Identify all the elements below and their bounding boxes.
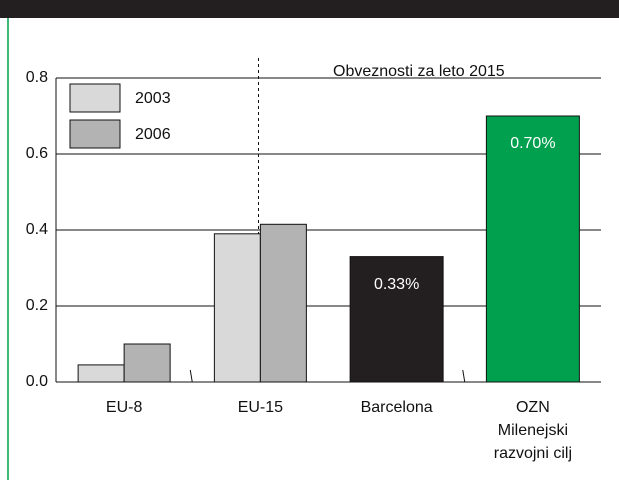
legend-swatch [69, 119, 121, 149]
legend-label: 2003 [135, 90, 171, 107]
axis-break [462, 369, 466, 383]
y-tick-label: 0.4 [26, 221, 48, 238]
axis-break [189, 369, 193, 383]
bar [259, 223, 307, 383]
bar [349, 256, 444, 383]
x-tick-label: EU-8 [106, 399, 143, 416]
bar [123, 343, 171, 383]
x-tick-label: Barcelona [361, 399, 433, 416]
y-tick-label: 0.8 [26, 69, 48, 86]
legend-label: 2006 [135, 126, 171, 143]
y-tick-label: 0.0 [26, 373, 48, 390]
bar [77, 364, 125, 383]
bar [485, 115, 580, 383]
x-tick-label: OZN Milenejski razvojni cilj [494, 399, 572, 462]
value-label: 0.70% [510, 135, 555, 152]
x-tick-label-line: OZN [516, 399, 550, 416]
bar [213, 233, 261, 383]
y-tick-label: 0.2 [26, 297, 48, 314]
y-tick-label: 0.6 [26, 145, 48, 162]
x-tick-label-line: Milenejski [498, 422, 568, 439]
x-tick-label: EU-15 [238, 399, 283, 416]
header-bar [0, 0, 619, 18]
value-label: 0.33% [374, 276, 419, 293]
x-tick-label-line: razvojni cilj [494, 445, 572, 462]
legend-swatch [69, 83, 121, 113]
annotation: Obveznosti za leto 2015 [333, 63, 505, 80]
